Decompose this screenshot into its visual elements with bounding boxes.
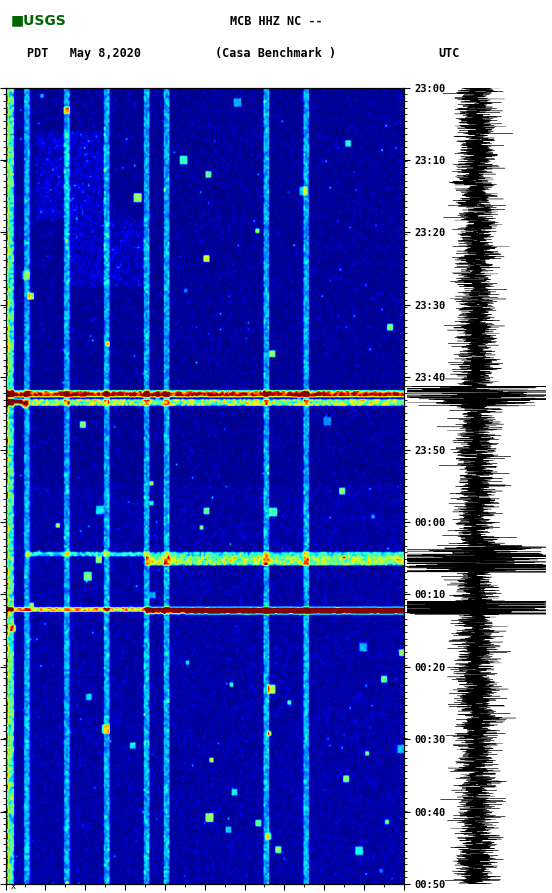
Text: PDT   May 8,2020: PDT May 8,2020 [27,46,141,60]
Text: MCB HHZ NC --: MCB HHZ NC -- [230,15,322,29]
Text: UTC: UTC [438,46,460,60]
Text: ■USGS: ■USGS [11,13,67,27]
Text: (Casa Benchmark ): (Casa Benchmark ) [215,46,337,60]
Text: x: x [11,881,16,890]
